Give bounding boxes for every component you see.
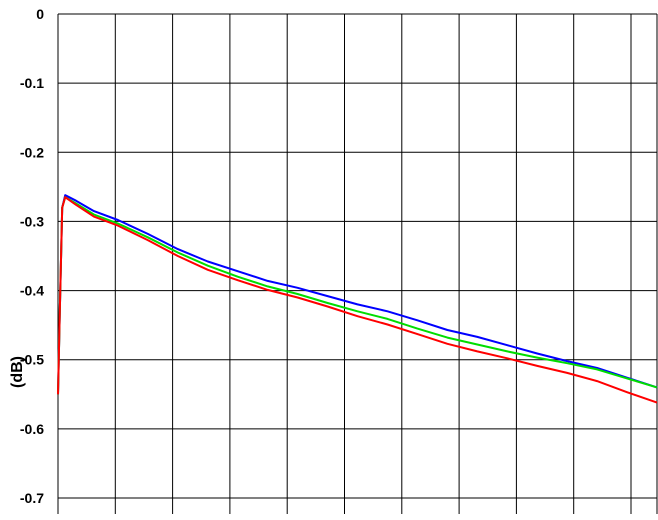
series-line-2: [57, 196, 658, 395]
series-lines: [57, 194, 658, 404]
y-tick-label: -0.7: [20, 490, 44, 506]
grid: [57, 13, 658, 514]
y-tick-labels: 0 -0.1 -0.2 -0.3 -0.4 -0.5 -0.6 -0.7: [20, 6, 44, 506]
y-tick-label: -0.2: [20, 144, 44, 160]
y-tick-label: -0.5: [20, 352, 44, 368]
y-tick-label: -0.1: [20, 75, 44, 91]
series-line-3: [57, 196, 658, 404]
y-tick-label: -0.4: [20, 283, 44, 299]
y-tick-label: -0.6: [20, 421, 44, 437]
series-line-1: [57, 194, 658, 395]
y-axis-label: (dB): [9, 356, 26, 388]
y-tick-label: -0.3: [20, 213, 44, 229]
y-tick-label: 0: [36, 6, 44, 22]
